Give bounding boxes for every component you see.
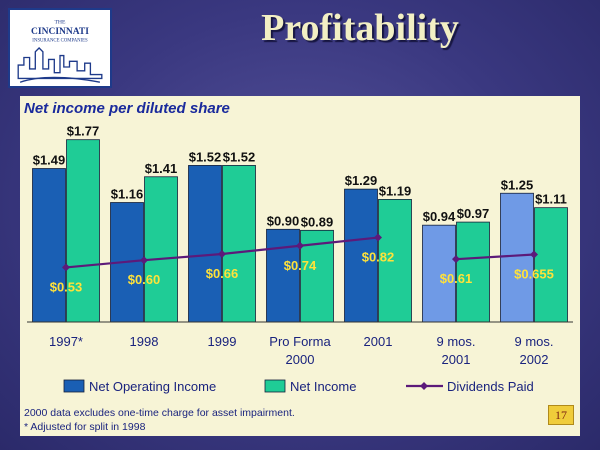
chart-panel: Net income per diluted share $1.49 $1.77 $…: [20, 96, 580, 436]
data-label-net-income: $1.11: [535, 192, 567, 207]
footnote: * Adjusted for split in 1998: [24, 421, 146, 433]
chart-title: Net income per diluted share: [24, 100, 230, 117]
legend-marker-dividends: [420, 382, 428, 390]
x-tick-label: 1997*: [49, 334, 83, 349]
data-label-dividends: $0.53: [50, 279, 83, 294]
legend-label-dividends: Dividends Paid: [447, 379, 534, 394]
data-label-dividends: $0.82: [362, 250, 395, 265]
bar-net-income: [534, 207, 568, 323]
data-label-dividends: $0.655: [514, 267, 554, 282]
slide-title: Profitability: [261, 7, 459, 49]
x-tick-label: 9 mos.: [514, 334, 553, 349]
bar-net-operating-income: [32, 168, 66, 323]
legend-swatch-net-operating-income: [63, 379, 85, 393]
x-tick-label: Pro Forma: [269, 334, 331, 349]
company-logo: THE CINCINNATI INSURANCE COMPANIES: [8, 8, 112, 88]
logo-text-name: CINCINNATI: [31, 27, 89, 37]
legend-swatch-net-income: [264, 379, 286, 393]
data-label-net-operating-income: $1.52: [189, 149, 222, 164]
data-label-dividends: $0.60: [128, 272, 161, 287]
bar-net-income: [456, 221, 490, 323]
x-tick-label: 1999: [208, 334, 237, 349]
x-tick-label: 1998: [130, 334, 159, 349]
data-label-dividends: $0.74: [284, 258, 317, 273]
x-tick-label: 2002: [520, 352, 549, 367]
data-label-dividends: $0.66: [206, 266, 239, 281]
dividends-point: [374, 233, 382, 242]
data-label-net-income: $0.89: [301, 214, 334, 229]
data-label-net-operating-income: $0.94: [423, 209, 456, 224]
data-label-net-income: $1.77: [67, 124, 100, 139]
logo-text-companies: INSURANCE COMPANIES: [32, 38, 88, 43]
data-label-dividends: $0.61: [440, 271, 473, 286]
dividends-point: [62, 263, 70, 272]
legend-label-net-operating-income: Net Operating Income: [89, 379, 216, 394]
bar-net-operating-income: [500, 192, 534, 323]
dividends-line: [455, 253, 535, 261]
legend-label-net-income: Net Income: [290, 379, 356, 394]
dividends-point: [218, 250, 226, 259]
dividends-point: [140, 256, 148, 265]
page-number: 17: [548, 405, 574, 425]
footnote: 2000 data excludes one-time charge for a…: [24, 407, 295, 419]
data-label-net-income: $1.19: [379, 183, 412, 198]
x-tick-label: 2001: [364, 334, 393, 349]
bar-net-income: [144, 176, 178, 323]
bar-chart: Net income per diluted share $1.49$1.77 $…: [24, 100, 573, 433]
data-label-net-operating-income: $1.29: [345, 173, 378, 188]
bar-net-operating-income: [188, 165, 222, 323]
data-label-net-income: $1.41: [145, 161, 178, 176]
x-tick-label: 9 mos.: [436, 334, 475, 349]
data-label-net-operating-income: $1.25: [501, 177, 534, 192]
data-label-net-operating-income: $0.90: [267, 213, 300, 228]
bar-net-operating-income: [266, 228, 300, 323]
bar-net-income: [222, 165, 256, 323]
skyline-icon: [17, 47, 103, 83]
logo-text-the: THE: [54, 19, 66, 25]
data-label-net-income: $0.97: [457, 206, 490, 221]
data-label-net-income: $1.52: [223, 149, 256, 164]
bar-net-income: [378, 199, 412, 323]
x-tick-label: 2000: [286, 352, 315, 367]
data-label-net-operating-income: $1.49: [33, 153, 66, 168]
bar-net-operating-income: [344, 188, 378, 323]
dividends-point: [530, 250, 538, 259]
x-tick-label: 2001: [442, 352, 471, 367]
dividends-point: [296, 241, 304, 250]
bar-net-income: [66, 139, 100, 323]
data-label-net-operating-income: $1.16: [111, 187, 144, 202]
